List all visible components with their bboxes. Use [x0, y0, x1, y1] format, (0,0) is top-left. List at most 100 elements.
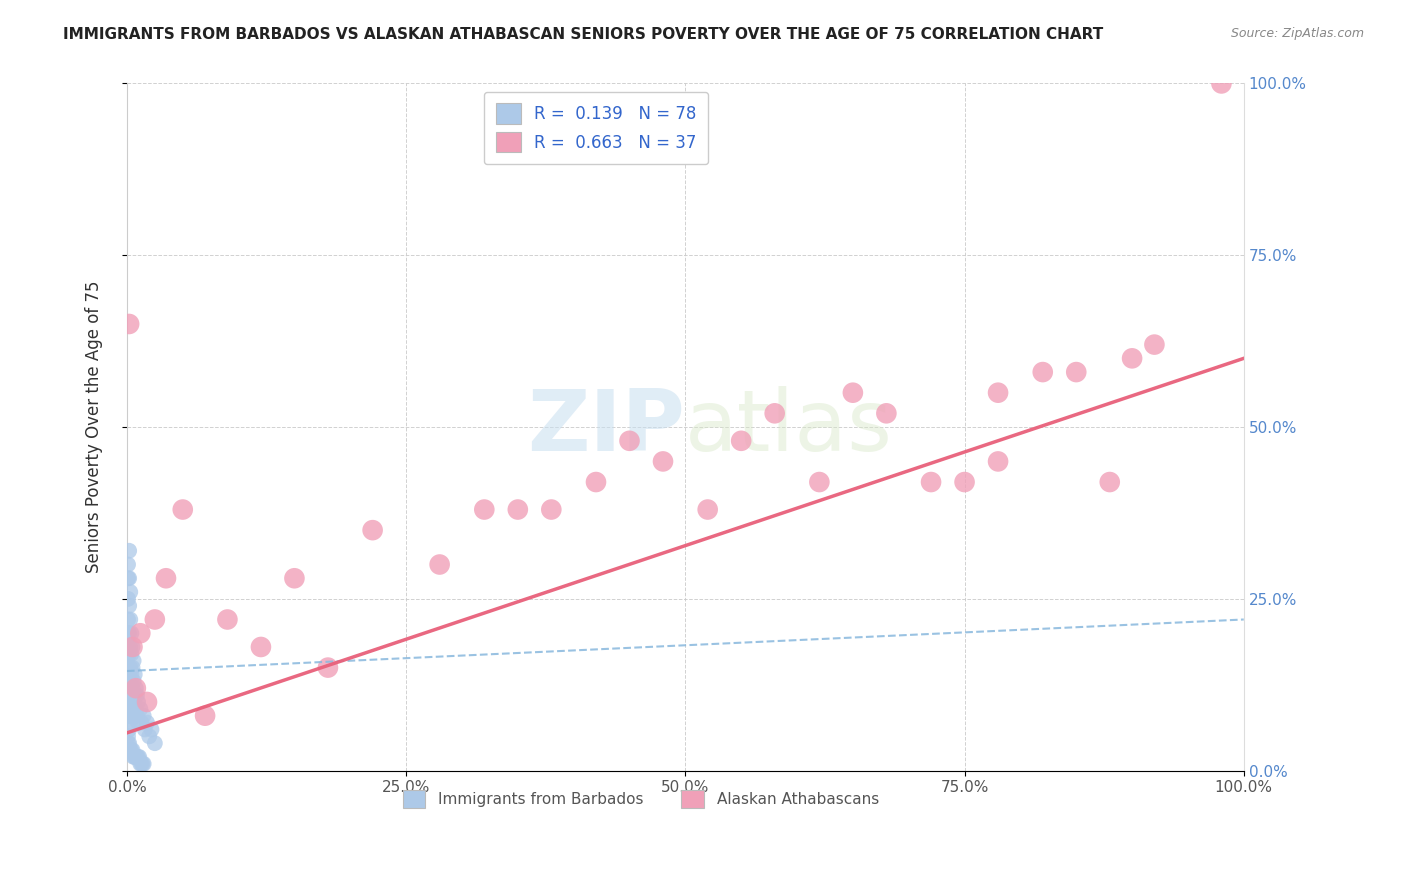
Point: [696, 502, 718, 516]
Point: [118, 743, 141, 757]
Point: [763, 406, 786, 420]
Text: Source: ZipAtlas.com: Source: ZipAtlas.com: [1230, 27, 1364, 40]
Text: IMMIGRANTS FROM BARBADOS VS ALASKAN ATHABASCAN SENIORS POVERTY OVER THE AGE OF 7: IMMIGRANTS FROM BARBADOS VS ALASKAN ATHA…: [63, 27, 1104, 42]
Point: [120, 667, 142, 681]
Point: [124, 708, 146, 723]
Point: [118, 543, 141, 558]
Point: [125, 750, 148, 764]
Point: [118, 736, 141, 750]
Point: [141, 723, 163, 737]
Point: [129, 756, 152, 771]
Point: [143, 612, 166, 626]
Point: [131, 756, 153, 771]
Point: [127, 750, 149, 764]
Point: [117, 571, 139, 585]
Point: [172, 502, 194, 516]
Point: [121, 640, 143, 654]
Point: [120, 708, 142, 723]
Point: [122, 750, 145, 764]
Point: [125, 702, 148, 716]
Point: [875, 406, 897, 420]
Point: [1211, 77, 1233, 91]
Point: [121, 681, 143, 696]
Point: [118, 317, 141, 331]
Point: [127, 715, 149, 730]
Point: [118, 626, 141, 640]
Point: [117, 626, 139, 640]
Point: [120, 647, 142, 661]
Point: [121, 640, 143, 654]
Point: [619, 434, 641, 448]
Point: [129, 626, 152, 640]
Point: [132, 756, 155, 771]
Point: [652, 454, 675, 468]
Point: [118, 681, 141, 696]
Text: ZIP: ZIP: [527, 385, 685, 468]
Point: [120, 640, 142, 654]
Point: [1064, 365, 1087, 379]
Point: [987, 385, 1010, 400]
Point: [117, 612, 139, 626]
Legend: Immigrants from Barbados, Alaskan Athabascans: Immigrants from Barbados, Alaskan Athaba…: [396, 784, 884, 814]
Point: [121, 660, 143, 674]
Point: [283, 571, 305, 585]
Point: [117, 640, 139, 654]
Point: [117, 660, 139, 674]
Point: [131, 756, 153, 771]
Point: [125, 708, 148, 723]
Point: [585, 475, 607, 489]
Point: [124, 750, 146, 764]
Point: [134, 723, 156, 737]
Point: [117, 708, 139, 723]
Point: [120, 585, 142, 599]
Point: [120, 612, 142, 626]
Point: [118, 695, 141, 709]
Point: [125, 688, 148, 702]
Point: [118, 667, 141, 681]
Point: [125, 681, 148, 696]
Point: [117, 736, 139, 750]
Point: [118, 599, 141, 613]
Point: [506, 502, 529, 516]
Point: [125, 750, 148, 764]
Point: [250, 640, 273, 654]
Point: [128, 750, 150, 764]
Point: [472, 502, 495, 516]
Point: [120, 626, 142, 640]
Point: [953, 475, 976, 489]
Point: [122, 695, 145, 709]
Point: [117, 743, 139, 757]
Point: [842, 385, 865, 400]
Point: [1143, 337, 1166, 351]
Point: [120, 681, 142, 696]
Point: [730, 434, 752, 448]
Point: [136, 695, 159, 709]
Point: [1098, 475, 1121, 489]
Text: atlas: atlas: [685, 385, 893, 468]
Point: [120, 660, 142, 674]
Point: [125, 681, 148, 696]
Point: [120, 715, 142, 730]
Point: [120, 688, 142, 702]
Point: [124, 688, 146, 702]
Point: [217, 612, 239, 626]
Point: [987, 454, 1010, 468]
Point: [118, 708, 141, 723]
Point: [122, 654, 145, 668]
Point: [540, 502, 562, 516]
Point: [808, 475, 831, 489]
Point: [120, 743, 142, 757]
Point: [118, 647, 141, 661]
Point: [121, 702, 143, 716]
Point: [316, 660, 339, 674]
Point: [117, 695, 139, 709]
Point: [124, 667, 146, 681]
Point: [122, 674, 145, 689]
Point: [155, 571, 177, 585]
Y-axis label: Seniors Poverty Over the Age of 75: Seniors Poverty Over the Age of 75: [86, 281, 103, 574]
Point: [194, 708, 217, 723]
Point: [129, 702, 152, 716]
Point: [138, 729, 160, 743]
Point: [131, 715, 153, 730]
Point: [117, 558, 139, 572]
